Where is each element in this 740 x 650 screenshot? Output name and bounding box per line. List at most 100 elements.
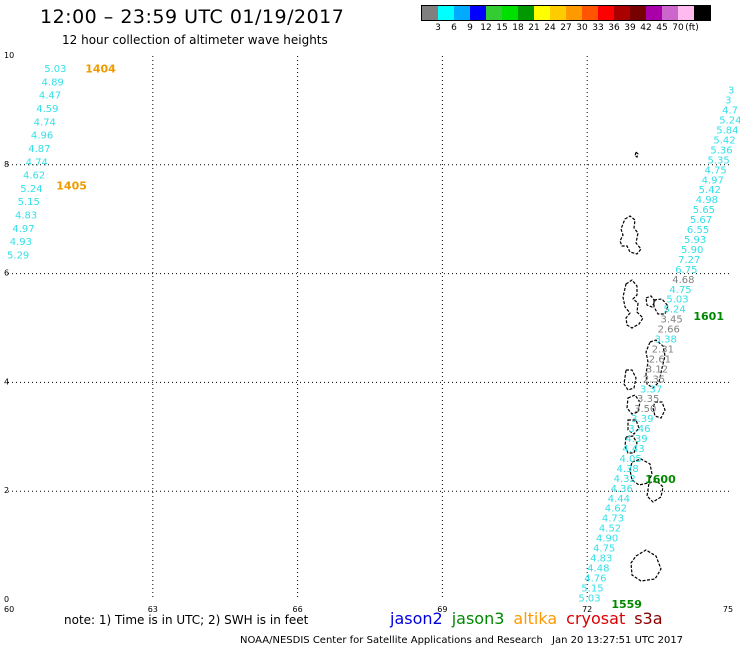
y-tick-label: 6 <box>4 269 9 278</box>
axis-ticks: 60 63 66 69 72 75 0 2 4 6 8 10 <box>4 51 733 614</box>
satellite-name-jason2: jason2 <box>390 609 443 628</box>
legend-label: 21 <box>528 23 540 33</box>
wave-height-value: 4.32 <box>614 474 636 485</box>
island-chain-5 <box>645 339 666 389</box>
wave-height-value: 4.76 <box>584 573 606 584</box>
wave-height-value: 4.36 <box>611 484 633 495</box>
wave-height-value: 7.27 <box>678 255 700 266</box>
wave-height-value: 4.38 <box>617 464 639 475</box>
wave-height-value: 5.15 <box>581 583 603 594</box>
wave-height-value: 5.15 <box>18 197 40 208</box>
wave-height-value: 6.75 <box>675 265 697 276</box>
wave-height-value: 3.46 <box>628 424 650 435</box>
wave-height-value: 2.66 <box>658 325 680 336</box>
legend-swatch <box>470 6 486 20</box>
y-tick-label: 10 <box>4 51 14 60</box>
wave-height-value: 5.42 <box>713 135 735 146</box>
wave-height-value: 4.74 <box>34 117 56 128</box>
wave-height-value: 3.50 <box>634 404 656 415</box>
wave-height-value: 4.73 <box>602 514 624 525</box>
wave-height-value: 4.62 <box>605 504 627 515</box>
legend-swatch <box>534 6 550 20</box>
wave-height-value: 5.90 <box>681 245 703 256</box>
wave-height-value: 5.36 <box>710 145 732 156</box>
pass-time-label: 1404 <box>85 63 116 76</box>
legend-label: 6 <box>451 23 457 33</box>
island-chain-8 <box>652 401 666 419</box>
island-chain-9 <box>627 419 640 435</box>
wave-height-value: 4.96 <box>31 131 53 142</box>
island-bottom <box>630 549 662 582</box>
wave-height-value: 4.97 <box>12 224 34 235</box>
wave-height-value: 5.67 <box>690 215 712 226</box>
wave-height-value: 5.03 <box>578 593 600 604</box>
legend-swatches <box>421 5 711 21</box>
altimeter-pass-left: 5.03 4.89 4.47 4.59 4.74 4.96 4.87 4.74 4.62 5.24… <box>7 64 66 262</box>
wave-height-value: 2.35 <box>643 374 665 385</box>
wave-height-value: 3 <box>728 86 734 97</box>
pass-time-label: 1601 <box>693 310 724 323</box>
map-title: 12:00 – 23:59 UTC 01/19/2017 <box>40 6 345 28</box>
legend-swatch <box>454 6 470 20</box>
legend-swatch <box>678 6 694 20</box>
y-tick-label: 8 <box>4 160 9 169</box>
wave-height-value: 3.39 <box>631 414 653 425</box>
y-tick-label: 4 <box>4 377 9 386</box>
satellite-legend: jason2 jason3 altika cryosat s3a <box>390 609 672 628</box>
wave-height-value: 4.98 <box>696 195 718 206</box>
wave-height-value: 5.03 <box>44 64 66 75</box>
pass-time-label: 1600 <box>645 473 676 486</box>
legend-swatch <box>566 6 582 20</box>
satellite-name-s3a: s3a <box>634 609 663 628</box>
color-legend: 3 6 9 12 15 18 21 24 27 30 33 36 39 42 45 70 (ft) <box>421 5 711 33</box>
generated-timestamp: Jan 20 13:27:51 UTC 2017 <box>552 635 684 646</box>
wave-height-value: 4.47 <box>39 91 61 102</box>
legend-swatch <box>422 6 438 20</box>
island-top <box>634 150 639 158</box>
wave-height-value: 3.12 <box>646 364 668 375</box>
x-tick-label: 69 <box>437 605 447 614</box>
legend-label: 9 <box>467 23 473 33</box>
island-chain-6 <box>623 369 637 391</box>
wave-height-value: 4.68 <box>672 275 694 286</box>
wave-height-value: 5.24 <box>719 116 740 127</box>
island-chain-10 <box>624 435 638 454</box>
island-chain-2 <box>622 279 644 329</box>
x-tick-label: 63 <box>148 605 158 614</box>
wave-height-value: 5.35 <box>707 155 729 166</box>
satellite-name-jason3: jason3 <box>451 609 505 628</box>
x-tick-label: 72 <box>582 605 592 614</box>
x-tick-label: 66 <box>293 605 303 614</box>
wave-height-value: 4.83 <box>590 553 612 564</box>
footer-note: note: 1) Time is in UTC; 2) SWH is in fe… <box>64 613 309 627</box>
legend-swatch <box>662 6 678 20</box>
wave-height-value: 4.48 <box>587 563 609 574</box>
wave-height-value: 5.42 <box>699 185 721 196</box>
legend-label: 39 <box>624 23 636 33</box>
legend-label: 30 <box>576 23 588 33</box>
legend-swatch <box>630 6 646 20</box>
coastline-islands <box>619 150 669 582</box>
legend-label: 36 <box>608 23 620 33</box>
legend-label: 18 <box>512 23 524 33</box>
wave-height-value: 4.75 <box>705 165 727 176</box>
legend-swatch <box>694 6 710 20</box>
wave-height-value: 5.93 <box>684 235 706 246</box>
wave-height-value: 3 <box>725 96 731 107</box>
wave-height-value: 5.24 <box>20 184 42 195</box>
wave-height-value: 5.29 <box>7 251 29 262</box>
wave-height-value: 4.75 <box>669 285 691 296</box>
legend-label: 33 <box>592 23 604 33</box>
pass-time-label: 1405 <box>56 179 87 192</box>
legend-label: 45 <box>656 23 668 33</box>
wave-height-value: 4.44 <box>608 494 630 505</box>
legend-labels: 3 6 9 12 15 18 21 24 27 30 33 36 39 42 45 70 (ft) <box>421 21 711 33</box>
wave-height-value: 4.89 <box>42 77 64 88</box>
satellite-name-cryosat: cryosat <box>566 609 626 628</box>
legend-swatch <box>502 6 518 20</box>
wave-height-value: 4.52 <box>599 524 621 535</box>
legend-swatch <box>582 6 598 20</box>
legend-swatch <box>646 6 662 20</box>
wave-height-value: 3.45 <box>661 315 683 326</box>
